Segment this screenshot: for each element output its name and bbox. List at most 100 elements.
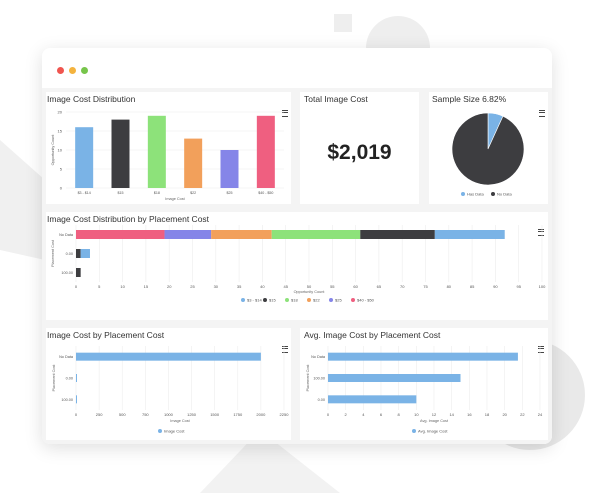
pie-chart-sample-size: Has Data No Data <box>451 112 525 197</box>
y-axis-label: Placement Cost <box>51 239 55 267</box>
legend-label: $15 <box>269 298 276 303</box>
chart-menu-icon[interactable] <box>538 346 544 353</box>
x-tick-label: 80 <box>447 284 452 289</box>
bar-segment <box>76 230 165 239</box>
x-tick-label: 60 <box>353 284 358 289</box>
legend-swatch <box>351 298 355 302</box>
chart-menu-icon[interactable] <box>282 110 288 117</box>
x-axis-label: Image Cost <box>165 197 185 201</box>
bar-segment <box>211 230 272 239</box>
x-tick-label: 25 <box>190 284 195 289</box>
deco-triangle-bottom <box>200 430 340 493</box>
x-tick-label: $15 <box>118 191 124 195</box>
bar <box>328 374 461 382</box>
legend-swatch <box>412 429 416 433</box>
x-tick-label: 750 <box>142 412 149 417</box>
bar <box>147 115 166 188</box>
app-window: Image Cost Distribution 0 5 10 15 20 $3 - $14… <box>42 48 552 444</box>
legend-swatch <box>461 192 465 196</box>
stacked-bar-chart-placement: 0 5 10 15 20 25 30 35 40 45 50 55 60 65 70 75 80 85 90 95 10… <box>51 225 546 303</box>
x-axis-label: Opportunity Count <box>294 290 326 294</box>
bar <box>76 374 77 382</box>
x-tick-label: 1500 <box>210 412 220 417</box>
bar-segment <box>164 230 212 239</box>
legend-swatch <box>241 298 245 302</box>
panel-total-image-cost: Total Image Cost $2,019 <box>300 92 419 204</box>
x-tick-label: 0 <box>75 284 78 289</box>
y-tick-label: 0.00 <box>66 377 73 381</box>
x-tick-label: 500 <box>119 412 126 417</box>
pie-slice <box>451 112 525 186</box>
legend-swatch <box>263 298 267 302</box>
x-tick-label: 6 <box>380 412 383 417</box>
x-tick-label: 2250 <box>280 412 290 417</box>
y-tick-label: 20 <box>58 110 63 115</box>
chart-menu-icon[interactable] <box>538 229 544 236</box>
x-tick-label: 0 <box>327 412 330 417</box>
bar <box>328 395 417 404</box>
legend-label: $40 - $50 <box>357 298 375 303</box>
bar-segment <box>271 230 361 239</box>
x-tick-label: 5 <box>98 284 101 289</box>
chart-menu-icon[interactable] <box>539 110 545 117</box>
x-tick-label: 20 <box>502 412 507 417</box>
bar <box>328 352 518 361</box>
x-tick-label: $22 <box>190 191 196 195</box>
y-tick-label: No Data <box>59 355 74 359</box>
x-tick-label: 20 <box>167 284 172 289</box>
bar-segment <box>360 230 435 239</box>
y-tick-label: No Data <box>59 233 74 237</box>
panel-title: Image Cost Distribution <box>47 94 136 104</box>
x-tick-label: 55 <box>330 284 335 289</box>
x-tick-label: 22 <box>520 412 525 417</box>
legend-label: $3 - $14 <box>247 298 262 303</box>
y-tick-label: 15 <box>58 129 63 134</box>
x-tick-label: 45 <box>283 284 288 289</box>
bar <box>184 138 203 188</box>
legend-swatch <box>307 298 311 302</box>
bar <box>76 352 261 361</box>
y-tick-label: 0.00 <box>318 398 325 402</box>
x-tick-label: 40 <box>260 284 265 289</box>
y-tick-label: 5 <box>60 167 63 172</box>
legend-label: $18 <box>291 298 298 303</box>
x-tick-label: 4 <box>362 412 365 417</box>
panel-sample-size: Sample Size 6.82% Has Data No Data <box>429 92 548 204</box>
y-tick-label: 10 <box>58 148 63 153</box>
x-tick-label: 2 <box>345 412 348 417</box>
x-tick-label: 30 <box>214 284 219 289</box>
x-tick-label: $25 <box>227 191 233 195</box>
panel-avg-by-placement: Avg. Image Cost by Placement Cost 0 2 4 6 8 1… <box>300 328 548 440</box>
deco-square <box>334 14 352 32</box>
panel-title: Avg. Image Cost by Placement Cost <box>304 330 441 340</box>
x-tick-label: 85 <box>470 284 475 289</box>
chart-menu-icon[interactable] <box>282 346 288 353</box>
total-image-cost-value: $2,019 <box>327 141 392 164</box>
x-axis-label: Avg. Image Cost <box>420 419 449 423</box>
legend-label: Avg. Image Cost <box>418 429 448 434</box>
x-tick-label: 50 <box>307 284 312 289</box>
close-window-button[interactable] <box>57 67 64 74</box>
bar <box>75 127 94 188</box>
x-tick-label: $18 <box>154 191 160 195</box>
bar <box>220 150 239 188</box>
bar <box>111 119 130 188</box>
minimize-window-button[interactable] <box>69 67 76 74</box>
dashboard: Image Cost Distribution 0 5 10 15 20 $3 - $14… <box>42 88 552 444</box>
deco-triangle-left <box>0 140 45 260</box>
x-tick-label: 8 <box>398 412 401 417</box>
x-tick-label: 1750 <box>233 412 243 417</box>
x-tick-label: 1250 <box>187 412 197 417</box>
x-tick-label: 10 <box>414 412 419 417</box>
y-axis-label: Placement Cost <box>52 364 56 392</box>
maximize-window-button[interactable] <box>81 67 88 74</box>
x-tick-label: 65 <box>377 284 382 289</box>
y-tick-label: 0.00 <box>66 252 73 256</box>
bar-chart-cost-by-placement: 0 250 500 750 1000 1250 1500 1750 2000 2250 No Dat… <box>52 346 290 434</box>
legend-swatch <box>285 298 289 302</box>
bar-segment <box>434 230 505 239</box>
panel-distribution-by-placement: Image Cost Distribution by Placement Cos… <box>46 212 548 320</box>
x-tick-label: 18 <box>485 412 490 417</box>
legend-swatch <box>329 298 333 302</box>
